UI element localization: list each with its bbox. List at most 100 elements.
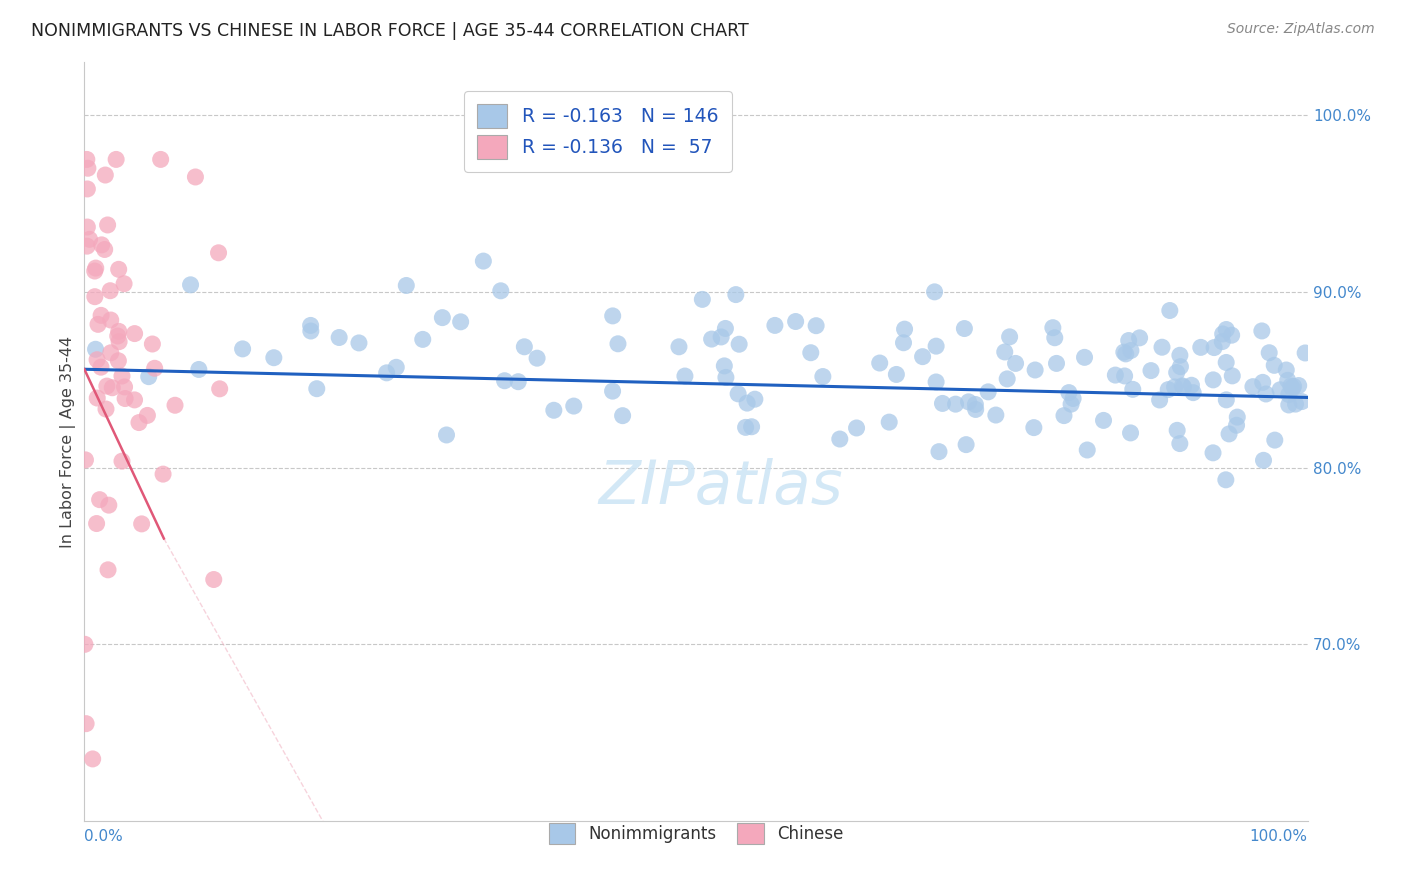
Point — [89, 492, 111, 507]
Point — [1119, 343, 1142, 358]
Point — [114, 392, 136, 406]
Point — [1157, 383, 1180, 397]
Point — [1220, 328, 1243, 343]
Point — [607, 336, 630, 351]
Point — [299, 318, 322, 333]
Point — [152, 467, 174, 482]
Point — [957, 395, 980, 409]
Point — [1140, 363, 1163, 377]
Point — [107, 329, 129, 343]
Point — [1211, 334, 1233, 349]
Point — [965, 397, 987, 411]
Point — [187, 362, 209, 376]
Point — [1268, 383, 1291, 397]
Point — [673, 369, 696, 384]
Point — [828, 432, 851, 446]
Point — [931, 396, 953, 410]
Point — [111, 454, 134, 468]
Point — [98, 284, 121, 298]
Point — [90, 360, 112, 375]
Point — [1166, 366, 1188, 380]
Point — [1118, 334, 1140, 348]
Point — [893, 322, 915, 336]
Point — [508, 375, 530, 389]
Point — [763, 318, 786, 333]
Point — [412, 332, 434, 346]
Point — [97, 218, 120, 232]
Point — [1202, 446, 1225, 460]
Point — [1053, 409, 1076, 423]
Point — [811, 369, 834, 384]
Point — [1294, 346, 1316, 360]
Point — [727, 387, 749, 401]
Text: 100.0%: 100.0% — [1250, 829, 1308, 844]
Point — [1218, 426, 1240, 441]
Point — [1254, 387, 1277, 401]
Legend: Nonimmigrants, Chinese: Nonimmigrants, Chinese — [538, 813, 853, 854]
Point — [76, 239, 98, 253]
Point — [395, 278, 418, 293]
Point — [1115, 347, 1137, 361]
Point — [713, 359, 735, 373]
Point — [94, 168, 117, 182]
Point — [82, 752, 104, 766]
Point — [124, 392, 146, 407]
Point — [1253, 453, 1275, 467]
Point — [668, 340, 690, 354]
Point — [1241, 379, 1264, 393]
Point — [1166, 423, 1188, 437]
Point — [1045, 356, 1067, 370]
Point — [77, 161, 100, 176]
Point — [138, 369, 160, 384]
Point — [112, 277, 135, 291]
Point — [107, 262, 129, 277]
Point — [94, 402, 117, 417]
Text: ZIPatlas: ZIPatlas — [598, 458, 842, 516]
Point — [75, 716, 97, 731]
Point — [869, 356, 891, 370]
Point — [995, 372, 1018, 386]
Point — [1288, 378, 1310, 392]
Point — [893, 335, 915, 350]
Point — [1284, 397, 1306, 411]
Point — [149, 153, 172, 167]
Point — [375, 366, 398, 380]
Point — [1060, 397, 1083, 411]
Point — [1168, 436, 1191, 450]
Point — [1258, 345, 1281, 359]
Point — [945, 397, 967, 411]
Point — [911, 350, 934, 364]
Point — [207, 245, 229, 260]
Point — [724, 287, 747, 301]
Point — [1212, 326, 1234, 341]
Point — [1282, 379, 1305, 393]
Text: 0.0%: 0.0% — [84, 829, 124, 844]
Point — [734, 420, 756, 434]
Point — [1281, 381, 1303, 395]
Point — [131, 516, 153, 531]
Point — [1057, 385, 1080, 400]
Point — [436, 428, 458, 442]
Point — [83, 264, 105, 278]
Point — [1159, 303, 1181, 318]
Point — [925, 375, 948, 389]
Point — [1251, 376, 1274, 390]
Point — [800, 345, 823, 359]
Point — [602, 384, 624, 398]
Point — [741, 419, 763, 434]
Point — [1225, 418, 1247, 433]
Point — [1171, 379, 1194, 393]
Point — [489, 284, 512, 298]
Point — [83, 290, 105, 304]
Point — [202, 573, 225, 587]
Point — [886, 368, 908, 382]
Point — [1215, 473, 1237, 487]
Point — [728, 337, 751, 351]
Point — [86, 516, 108, 531]
Point — [76, 153, 98, 167]
Point — [105, 153, 128, 167]
Point — [299, 324, 322, 338]
Point — [1104, 368, 1126, 382]
Point — [1173, 380, 1195, 394]
Point — [710, 330, 733, 344]
